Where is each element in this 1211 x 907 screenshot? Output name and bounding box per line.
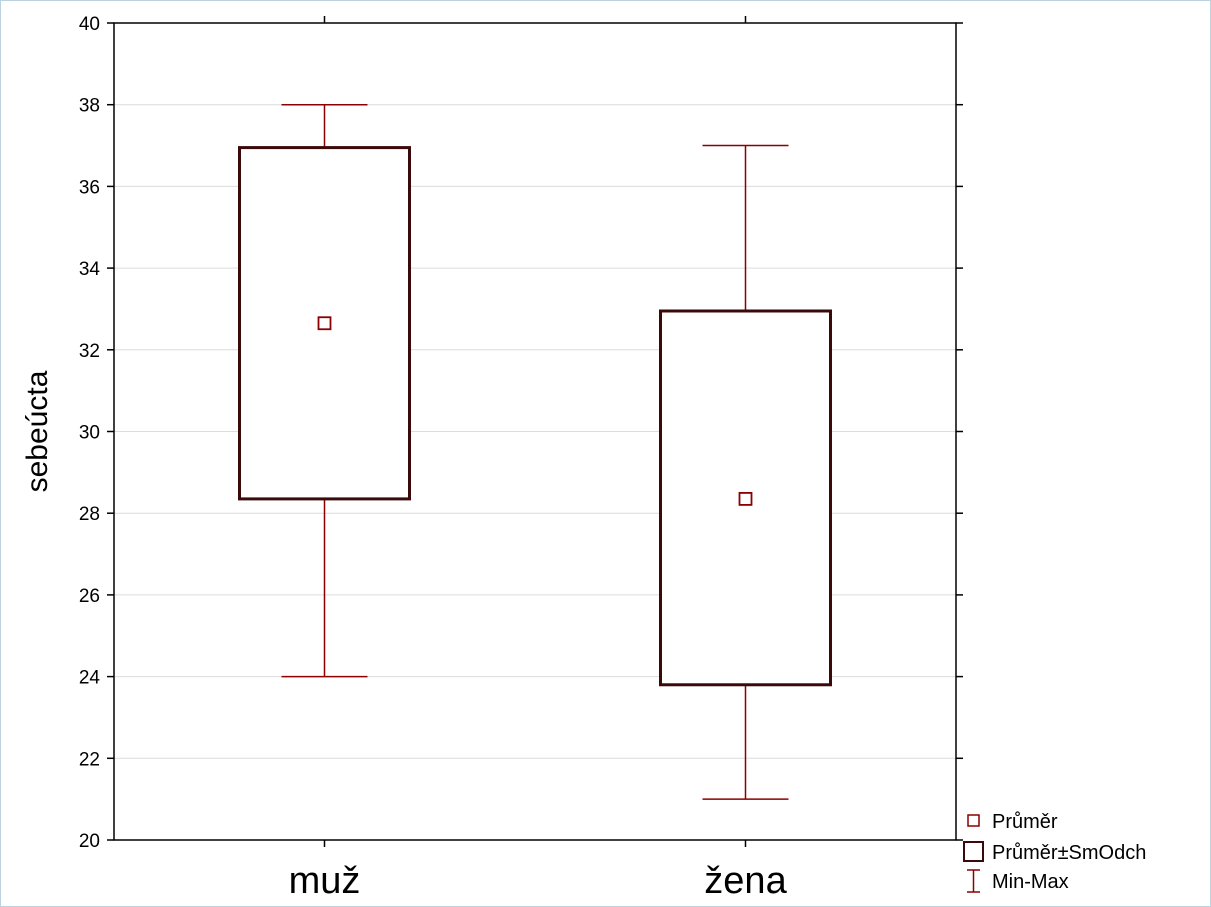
box-series [238, 103, 832, 800]
y-tick-label: 38 [79, 96, 100, 117]
y-tick-label: 40 [79, 14, 100, 35]
legend-label: Min-Max [992, 871, 1069, 893]
y-tick-label: 28 [79, 504, 100, 525]
y-axis-title: sebeúcta [21, 370, 54, 492]
x-category-label: žena [704, 860, 787, 902]
x-category-label: muž [289, 860, 361, 902]
y-tick-label: 24 [79, 668, 101, 689]
y-tick-label: 30 [79, 423, 100, 444]
y-tick-label: 34 [79, 259, 101, 280]
y-tick-label: 32 [79, 341, 100, 362]
mean-marker [317, 316, 332, 331]
legend-label: Průměr±SmOdch [992, 842, 1146, 864]
legend-box-symbol [963, 841, 984, 862]
y-tick-label: 36 [79, 177, 100, 198]
legend-label: Průměr [992, 811, 1058, 833]
y-tick-label: 26 [79, 586, 100, 607]
mean-marker [738, 492, 753, 506]
y-tick-label: 20 [79, 831, 100, 852]
legend-mean-symbol [967, 814, 980, 827]
axis-ticks: 20 22 24 26 28 30 32 34 36 38 40 muž žena [79, 14, 963, 902]
y-tick-label: 22 [79, 749, 100, 770]
legend: Průměr Průměr±SmOdch Min-Max [963, 811, 1146, 893]
